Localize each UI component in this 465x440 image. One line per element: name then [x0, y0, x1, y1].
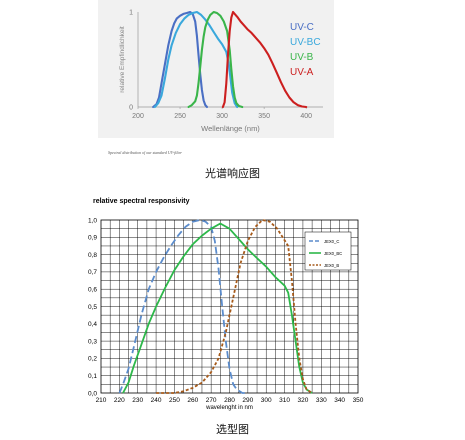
- bottom-y-tick-label: 0,4: [88, 321, 97, 328]
- bottom-x-tick-label: 290: [242, 397, 253, 404]
- top-x-tick-label: 300: [216, 113, 228, 120]
- top-y-tick-label: 0: [129, 105, 133, 112]
- bottom-x-tick-label: 350: [353, 397, 364, 404]
- bottom-series-line-jex0_b: [156, 219, 313, 394]
- top-series-line-uv-bc: [153, 10, 239, 109]
- top-x-axis-label: Wellenlänge (nm): [201, 124, 260, 133]
- bottom-x-tick-label: 270: [206, 397, 217, 404]
- top-chart-caption: Spectral distribution of our standard UV…: [108, 150, 182, 155]
- top-chart-panel: 200 250 300 350 400 0 1 Wellenlänge (nm) relativ…: [98, 0, 334, 138]
- top-legend-entry: UV-B: [290, 52, 314, 63]
- top-y-axis-label: relative Empfindlichkeit: [119, 26, 126, 93]
- top-series-line-uv-b: [187, 10, 244, 109]
- top-x-tick-label: 350: [258, 113, 270, 120]
- bottom-x-tick-label: 240: [151, 397, 162, 404]
- selection-chart-label: 选型图: [216, 423, 249, 436]
- bottom-y-tick-label: 1,0: [88, 217, 97, 224]
- top-series-line-uv-c: [152, 10, 209, 109]
- bottom-series-line-jex0_bc: [122, 222, 313, 394]
- bottom-x-tick-label: 230: [132, 397, 143, 404]
- bottom-y-tick-label: 0,1: [88, 373, 97, 380]
- bottom-y-tick-label: 0,8: [88, 252, 97, 259]
- top-x-tick-label: 250: [174, 113, 186, 120]
- bottom-x-tick-label: 280: [224, 397, 235, 404]
- bottom-x-axis-label: wavelenght in nm: [205, 405, 253, 411]
- bottom-x-tick-label: 220: [114, 397, 125, 404]
- bottom-y-tick-label: 0,5: [88, 304, 97, 311]
- top-y-tick-label: 1: [129, 10, 133, 17]
- bottom-legend-entry: JEX0_C: [324, 239, 339, 244]
- bottom-x-tick-label: 210: [96, 397, 107, 404]
- bottom-x-tick-label: 340: [334, 397, 345, 404]
- top-series-line-uv-a: [221, 10, 308, 109]
- top-legend-entry: UV-C: [290, 22, 314, 33]
- bottom-y-tick-label: 0,3: [88, 338, 97, 345]
- bottom-x-tick-label: 260: [187, 397, 198, 404]
- bottom-x-tick-label: 310: [279, 397, 290, 404]
- top-x-tick-label: 400: [300, 113, 312, 120]
- bottom-y-tick-label: 0,2: [88, 356, 97, 363]
- top-legend-entry: UV-A: [290, 67, 314, 78]
- top-legend-entry: UV-BC: [290, 37, 321, 48]
- bottom-y-tick-label: 0,6: [88, 287, 97, 294]
- bottom-legend-entry: JEX0_BC: [324, 251, 342, 256]
- bottom-x-tick-label: 330: [316, 397, 327, 404]
- bottom-series-line-jex0_c: [118, 219, 248, 394]
- top-x-tick-label: 200: [132, 113, 144, 120]
- bottom-legend-entry: JEX0_B: [324, 263, 339, 268]
- bottom-x-tick-label: 320: [297, 397, 308, 404]
- bottom-chart-title: relative spectral responsivity: [93, 198, 190, 205]
- bottom-legend-box: [304, 231, 352, 271]
- top-chart-svg: 200 250 300 350 400 0 1 Wellenlänge (nm) relativ…: [119, 10, 323, 133]
- bottom-y-tick-label: 0,7: [88, 269, 97, 276]
- bottom-x-tick-label: 250: [169, 397, 180, 404]
- spectral-response-label: 光谱响应图: [205, 167, 260, 180]
- bottom-y-tick-label: 0,9: [88, 235, 97, 242]
- bottom-y-tick-label: 0,0: [88, 390, 97, 397]
- bottom-chart-svg: 210 220 230 240 250 260 270 280 290 300 310 320 330 3…: [88, 217, 364, 411]
- bottom-x-tick-label: 300: [261, 397, 272, 404]
